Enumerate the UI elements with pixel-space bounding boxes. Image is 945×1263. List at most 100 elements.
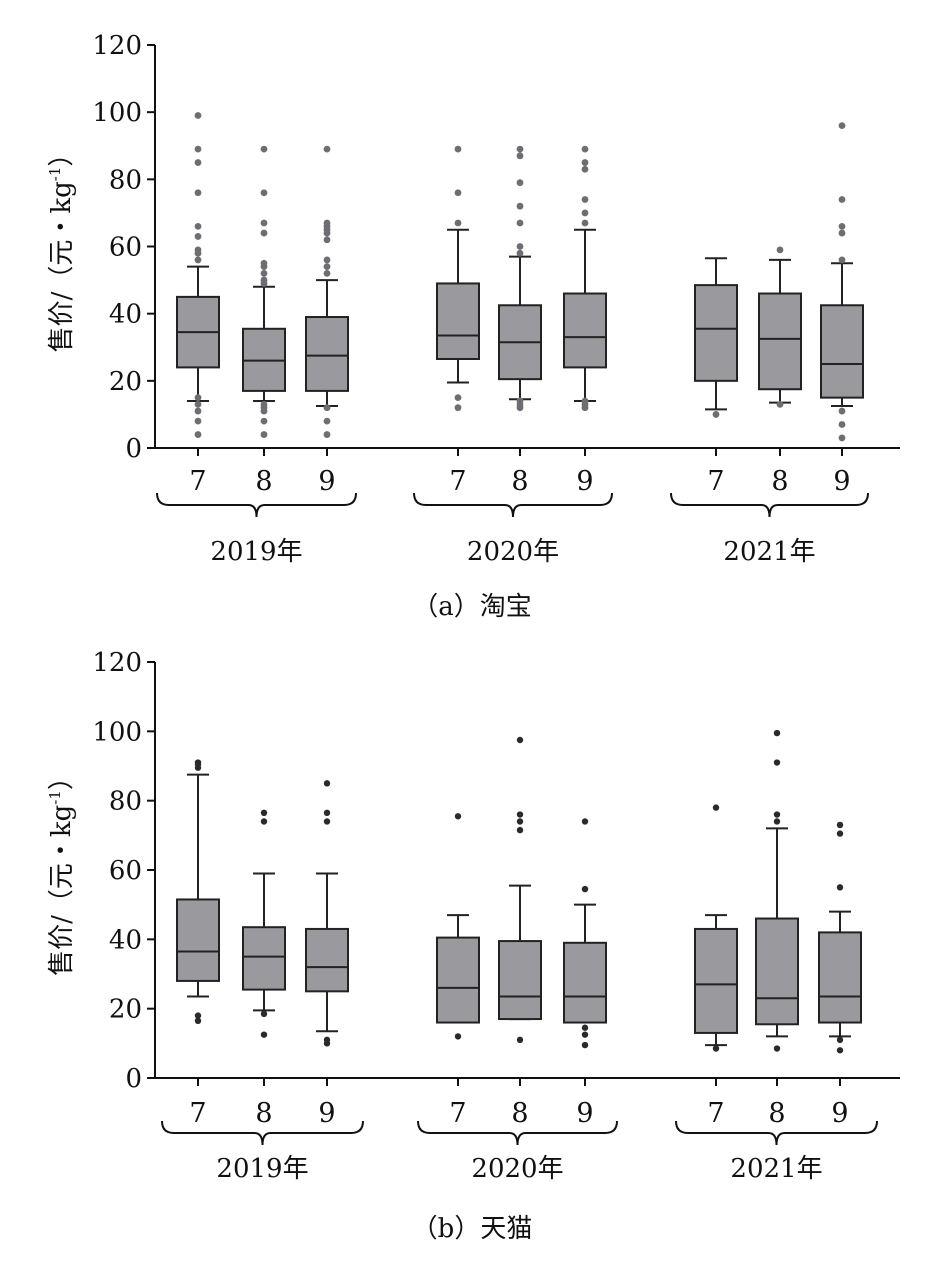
- outlier-point: [323, 256, 331, 264]
- outlier-point: [260, 1031, 268, 1038]
- outlier-point: [581, 818, 589, 825]
- outlier-point: [838, 421, 846, 428]
- outlier-point: [323, 1036, 331, 1044]
- outlier-point: [323, 219, 331, 227]
- outlier-point: [194, 400, 202, 408]
- outlier-point: [454, 394, 462, 402]
- box-2021年-7: [694, 804, 738, 1052]
- outlier-point: [516, 145, 524, 153]
- year-group-brace: [161, 1120, 364, 1146]
- year-label: 2020年: [471, 1154, 563, 1184]
- month-label: 7: [189, 1098, 206, 1129]
- outlier-point: [260, 229, 268, 237]
- outlier-point: [260, 431, 268, 438]
- month-label: 8: [255, 466, 272, 497]
- outlier-point: [776, 400, 784, 408]
- outlier-point: [712, 411, 720, 418]
- outlier-point: [773, 759, 781, 766]
- outlier-point: [516, 811, 524, 818]
- month-label: 9: [318, 466, 335, 497]
- y-tick-label: 40: [109, 925, 142, 955]
- outlier-point: [581, 1041, 589, 1049]
- outlier-point: [581, 159, 589, 166]
- y-tick-label: 0: [125, 434, 142, 464]
- outlier-point: [260, 259, 268, 267]
- box-2019年-9: [305, 145, 349, 438]
- outlier-point: [581, 196, 589, 203]
- box-2019年-7: [176, 759, 220, 1024]
- outlier-point: [260, 276, 268, 284]
- iqr-box: [563, 941, 607, 1024]
- outlier-point: [260, 400, 268, 408]
- month-label: 8: [255, 1098, 272, 1129]
- outlier-point: [581, 1024, 589, 1031]
- y-axis-label-superscript: -1: [46, 790, 64, 805]
- outlier-point: [712, 1045, 720, 1052]
- y-tick-label: 120: [92, 31, 142, 61]
- outlier-point: [454, 145, 462, 153]
- outlier-point: [194, 233, 202, 240]
- outlier-point: [516, 826, 524, 834]
- iqr-box: [820, 304, 864, 399]
- outlier-point: [454, 813, 462, 820]
- iqr-box: [563, 292, 607, 369]
- outlier-point: [838, 229, 846, 237]
- outlier-point: [516, 202, 524, 210]
- outlier-point: [838, 196, 846, 203]
- iqr-box: [694, 284, 738, 382]
- month-label: 7: [707, 466, 724, 497]
- year-group-brace: [417, 1120, 618, 1146]
- outlier-point: [581, 145, 589, 153]
- outlier-point: [838, 122, 846, 129]
- box-2021年-9: [818, 821, 862, 1054]
- box-2020年-8: [498, 736, 542, 1044]
- outlier-point: [194, 759, 202, 766]
- outlier-point: [194, 394, 202, 402]
- month-label: 8: [771, 466, 788, 497]
- year-group-brace: [670, 492, 869, 518]
- outlier-point: [838, 222, 846, 230]
- outlier-point: [581, 885, 589, 893]
- outlier-point: [581, 165, 589, 173]
- month-label: 8: [511, 466, 528, 497]
- box-2019年-8: [242, 809, 286, 1038]
- outlier-point: [194, 112, 202, 119]
- box-2021年-7: [694, 257, 738, 418]
- year-label: 2021年: [723, 537, 815, 567]
- outlier-point: [516, 249, 524, 257]
- box-2020年-7: [436, 813, 480, 1040]
- outlier-point: [323, 780, 331, 787]
- y-tick-label: 0: [125, 1064, 142, 1094]
- y-tick-label: 80: [109, 787, 142, 817]
- month-label: 8: [511, 1098, 528, 1129]
- outlier-point: [712, 804, 720, 811]
- outlier-point: [323, 404, 331, 412]
- month-label: 9: [831, 1098, 848, 1129]
- y-tick-label: 20: [109, 367, 142, 397]
- outlier-point: [260, 145, 268, 153]
- outlier-point: [773, 1045, 781, 1052]
- y-axis-label: 售价/（元・kg-1）: [46, 141, 77, 353]
- y-tick-label: 100: [92, 717, 142, 747]
- outlier-point: [516, 397, 524, 405]
- outlier-point: [516, 818, 524, 825]
- y-axis-label-main: 售价/（元・kg: [47, 805, 77, 976]
- outlier-point: [581, 1031, 589, 1038]
- box-2021年-8: [758, 246, 802, 408]
- outlier-point: [323, 417, 331, 425]
- outlier-point: [194, 1012, 202, 1019]
- outlier-point: [260, 809, 268, 816]
- box-2019年-8: [242, 145, 286, 438]
- outlier-point: [260, 189, 268, 197]
- month-label: 8: [768, 1098, 785, 1129]
- y-tick-label: 120: [92, 648, 142, 678]
- outlier-point: [323, 818, 331, 825]
- outlier-point: [454, 189, 462, 197]
- outlier-point: [836, 1036, 844, 1044]
- outlier-point: [454, 219, 462, 227]
- y-tick-label: 80: [109, 165, 142, 195]
- panel-caption: （a）淘宝: [412, 592, 532, 622]
- outlier-point: [194, 246, 202, 254]
